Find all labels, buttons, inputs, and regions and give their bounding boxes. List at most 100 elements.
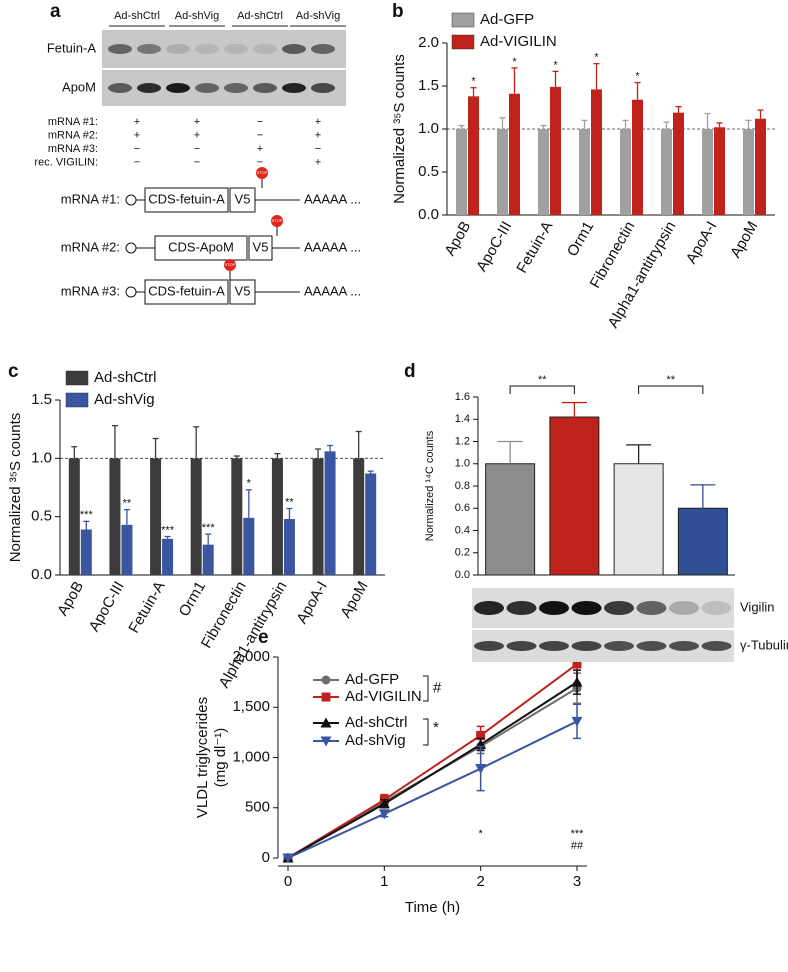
y-tick-label: 1.4 (455, 413, 470, 425)
blot-label: Fetuin-A (47, 40, 96, 55)
band (636, 641, 667, 651)
condition-label: mRNA #2: (48, 129, 98, 141)
point (475, 764, 487, 775)
band (224, 44, 248, 54)
stop-text: STOP (257, 170, 268, 175)
x-tick-label: 2 (476, 873, 484, 890)
legend-swatch (451, 12, 475, 28)
y-tick-label: 0 (262, 849, 270, 866)
panel-letter: a (50, 1, 61, 22)
comparison-bracket (509, 385, 575, 394)
cds-box (154, 235, 248, 261)
condition-mark: + (194, 116, 200, 128)
x-tick-label: 0 (284, 873, 292, 890)
y-tick-label: 1.5 (418, 77, 439, 94)
bar (661, 129, 672, 215)
band (282, 44, 306, 54)
legend-swatch (65, 392, 89, 408)
band (506, 641, 537, 651)
band (195, 44, 219, 54)
tag-box (229, 279, 256, 305)
band (108, 44, 132, 54)
legend-label: Ad-GFP (345, 671, 399, 688)
y-tick-label: 1.0 (455, 458, 470, 470)
bar (283, 519, 295, 575)
legend-label: Ad-shVig (94, 391, 155, 408)
y-tick-label: 1.6 (455, 391, 470, 403)
band (604, 601, 634, 615)
band (474, 601, 504, 615)
y-tick-label: 0.0 (455, 569, 470, 581)
significance: ** (123, 498, 132, 510)
condition-mark: + (257, 143, 263, 155)
comparison-label: ** (666, 374, 675, 386)
y-axis-label: Normalized ³⁵S counts (391, 54, 408, 204)
bar (702, 129, 713, 215)
condition-mark: + (194, 129, 200, 141)
y-tick-label: 1.0 (31, 449, 52, 466)
bar (150, 458, 162, 575)
panel-letter: d (404, 361, 416, 382)
bar (271, 458, 283, 575)
blot-label: ApoM (62, 79, 96, 94)
legend-marker (321, 692, 331, 702)
bar (468, 96, 479, 215)
bar (243, 517, 255, 575)
y-axis-label: Normalized ¹⁴C counts (424, 430, 436, 541)
legend-group-label: # (433, 679, 442, 696)
point (571, 676, 583, 687)
condition-mark: − (194, 143, 200, 155)
y-tick-label: 1.0 (418, 120, 439, 137)
condition-mark: − (257, 116, 263, 128)
construct-label: mRNA #1: (61, 191, 120, 206)
bar (632, 99, 643, 215)
y-tick-label: 2,000 (232, 648, 270, 665)
bar (743, 129, 754, 215)
y-tick-label: 500 (245, 799, 270, 816)
bar (162, 538, 174, 575)
significance: ## (571, 840, 584, 852)
band (195, 83, 219, 93)
condition-mark: + (315, 156, 321, 168)
bar (550, 86, 561, 215)
bar (68, 458, 80, 575)
point (571, 716, 583, 727)
band (253, 83, 277, 93)
significance: * (594, 52, 599, 64)
bar (365, 473, 377, 575)
condition-mark: + (315, 116, 321, 128)
band (669, 601, 699, 615)
lane-header: Ad-shVig (296, 10, 340, 22)
condition-mark: − (257, 129, 263, 141)
y-tick-label: 0.6 (455, 502, 470, 514)
bar (231, 458, 243, 575)
condition-mark: − (134, 156, 140, 168)
cds-label: CDS-ApoM (168, 239, 234, 254)
bar (613, 463, 664, 576)
band (636, 601, 667, 615)
bar (121, 524, 133, 575)
legend-marker (321, 675, 331, 685)
condition-mark: − (134, 143, 140, 155)
band (137, 83, 161, 93)
cds-label: CDS-fetuin-A (148, 191, 225, 206)
legend-swatch (65, 370, 89, 386)
band (311, 83, 335, 93)
legend-swatch (451, 34, 475, 50)
significance: * (471, 76, 476, 88)
legend-label: Ad-shCtrl (345, 714, 408, 731)
band (166, 44, 190, 54)
condition-mark: + (315, 129, 321, 141)
lane-header: Ad-shCtrl (114, 10, 160, 22)
bar (549, 416, 600, 576)
significance: *** (80, 509, 94, 521)
band (701, 601, 732, 615)
stop-text: STOP (225, 262, 236, 267)
bar (485, 463, 536, 576)
band (539, 601, 569, 615)
lane-header: Ad-shVig (175, 10, 219, 22)
x-tick-label: 3 (573, 873, 581, 890)
condition-label: mRNA #1: (48, 116, 98, 128)
band (506, 601, 537, 615)
